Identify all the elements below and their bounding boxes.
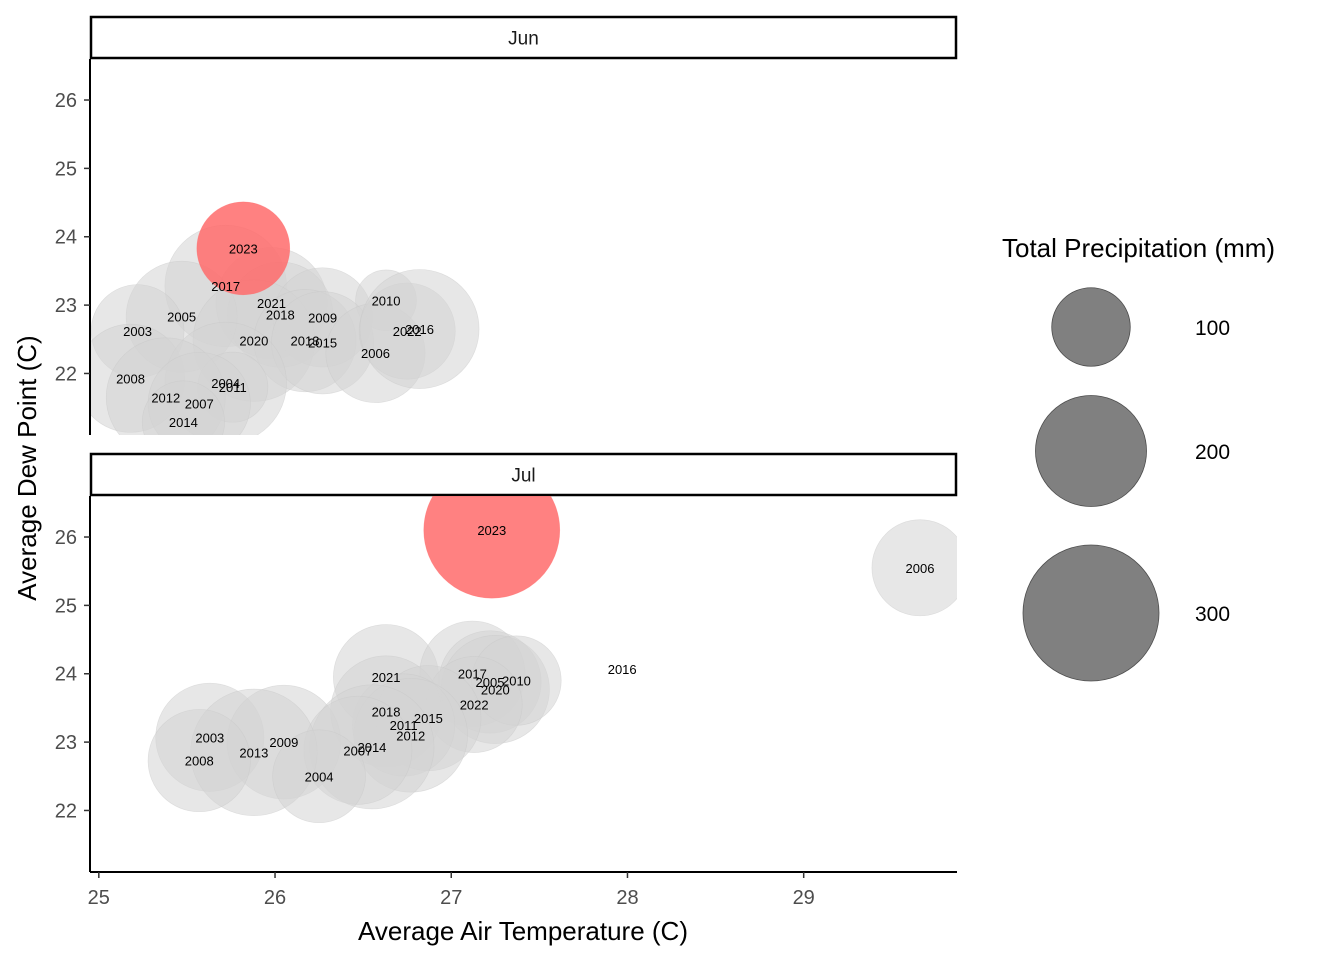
point-label-jul-2011: 2011 <box>390 718 418 733</box>
point-label-jul-2003: 2003 <box>195 730 224 745</box>
x-tick-label: 26 <box>264 887 286 909</box>
x-tick-label: 29 <box>793 887 815 909</box>
point-label-jun-2009: 2009 <box>308 310 337 325</box>
point-label-jun-2017: 2017 <box>211 279 240 294</box>
point-label-jul-2009: 2009 <box>269 735 298 750</box>
point-label-jul-2017: 2017 <box>458 667 487 682</box>
point-label-jun-2010: 2010 <box>372 293 401 308</box>
point-label-jun-2007: 2007 <box>185 397 214 412</box>
y-tick-label: 25 <box>55 158 77 180</box>
point-label-jun-2006: 2006 <box>361 346 390 361</box>
point-label-jul-2022: 2022 <box>460 698 489 713</box>
legend-label-200: 200 <box>1195 441 1230 464</box>
bubble-jul-2008 <box>147 709 251 813</box>
point-label-jul-2007: 2007 <box>343 743 372 758</box>
point-label-jun-2023: 2023 <box>229 241 258 256</box>
strip-jul <box>89 452 958 497</box>
bubble-jun-2014 <box>141 380 225 435</box>
point-label-jun-2005: 2005 <box>167 310 196 325</box>
point-label-jun-2018: 2018 <box>266 308 295 323</box>
point-label-jun-2016: 2016 <box>405 322 434 337</box>
strip-label: Jun <box>508 29 539 50</box>
point-label-jul-2006: 2006 <box>906 561 935 576</box>
point-label-jun-2015: 2015 <box>308 336 337 351</box>
bubbles <box>90 201 480 435</box>
point-label-jun-2021: 2021 <box>257 296 286 311</box>
point-label-jul-2016: 2016 <box>608 662 637 677</box>
y-tick-label: 22 <box>55 800 77 822</box>
x-tick-label: 28 <box>616 887 638 909</box>
bubbles <box>147 496 957 824</box>
y-tick-label: 24 <box>55 227 77 249</box>
x-tick-label: 27 <box>440 887 462 909</box>
point-label-jun-2004: 2004 <box>211 376 240 391</box>
legend: Total Precipitation (mm) 100 200 300 <box>1002 233 1275 682</box>
point-label-jul-2008: 2008 <box>185 754 214 769</box>
y-tick-label: 22 <box>55 363 77 385</box>
legend-key-100 <box>1051 287 1131 367</box>
point-label-jul-2015: 2015 <box>414 711 443 726</box>
bubble-jul-2006 <box>871 519 957 617</box>
point-label-jun-2020: 2020 <box>239 334 268 349</box>
bubble-jun-2016 <box>359 269 480 389</box>
point-label-jul-2023: 2023 <box>477 523 506 538</box>
y-tick-label: 25 <box>55 595 77 617</box>
strip-jun <box>89 15 958 60</box>
point-label-jul-2004: 2004 <box>305 769 334 784</box>
point-label-jul-2012: 2012 <box>396 728 425 743</box>
point-label-jun-2008: 2008 <box>116 371 145 386</box>
y-tick-label: 23 <box>55 295 77 317</box>
x-tick-label: 25 <box>88 887 110 909</box>
legend-title: Total Precipitation (mm) <box>1002 233 1275 263</box>
point-label-jun-2012: 2012 <box>151 390 180 405</box>
point-label-jul-2018: 2018 <box>372 704 401 719</box>
strip-label: Jul <box>511 466 535 487</box>
y-tick-label: 24 <box>55 664 77 686</box>
point-label-jul-2020: 2020 <box>481 682 510 697</box>
point-label-jun-2013: 2013 <box>291 334 320 349</box>
point-label-jun-2014: 2014 <box>169 415 198 430</box>
point-label-jul-2005: 2005 <box>476 675 505 690</box>
point-label-jun-2011: 2011 <box>219 380 247 395</box>
point-label-jul-2010: 2010 <box>502 674 531 689</box>
x-axis-title: Average Air Temperature (C) <box>358 916 688 946</box>
point-label-jul-2013: 2013 <box>239 745 268 760</box>
y-tick-label: 23 <box>55 732 77 754</box>
y-axis-title: Average Dew Point (C) <box>12 335 42 600</box>
legend-label-300: 300 <box>1195 603 1230 626</box>
point-label-jun-2022: 2022 <box>393 324 422 339</box>
point-label-jul-2014: 2014 <box>357 740 386 755</box>
y-tick-label: 26 <box>55 527 77 549</box>
y-tick-label: 26 <box>55 90 77 112</box>
bubble-jul-2023 <box>423 496 561 599</box>
legend-key-200 <box>1035 395 1147 507</box>
legend-key-300 <box>1022 544 1160 682</box>
bubble-jul-2004 <box>272 729 366 824</box>
bubble-jun-2023 <box>196 201 291 296</box>
legend-label-100: 100 <box>1195 317 1230 340</box>
point-label-jul-2021: 2021 <box>372 670 401 685</box>
point-label-jun-2003: 2003 <box>123 324 152 339</box>
